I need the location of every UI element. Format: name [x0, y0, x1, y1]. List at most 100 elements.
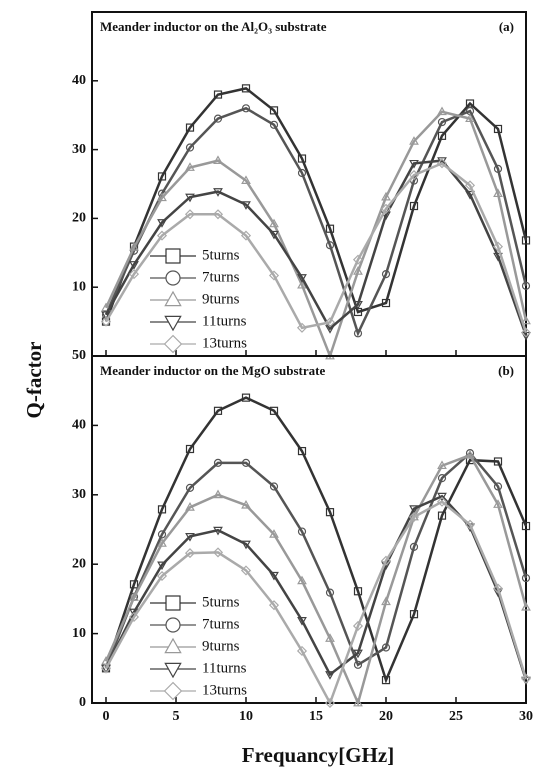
data-point — [241, 175, 251, 184]
data-point — [240, 230, 252, 241]
data-point — [325, 588, 335, 597]
data-point — [297, 279, 307, 289]
series-line — [104, 159, 528, 336]
data-point — [408, 511, 420, 523]
data-point — [185, 123, 195, 132]
data-point — [296, 322, 308, 333]
data-point — [157, 192, 167, 202]
data-point — [464, 180, 476, 191]
data-point — [437, 106, 447, 116]
legend-marker — [164, 637, 182, 654]
data-point — [101, 302, 111, 312]
y-tick-label: 0 — [79, 695, 86, 710]
y-tick-label: 10 — [72, 626, 86, 641]
data-point — [325, 508, 335, 517]
data-point — [129, 242, 139, 251]
legend-label: 5turns — [202, 247, 240, 263]
data-point — [297, 575, 307, 585]
data-point — [465, 113, 475, 123]
data-point — [520, 327, 532, 338]
data-point — [409, 201, 419, 211]
y-tick-label: 30 — [72, 487, 86, 502]
data-point — [493, 188, 503, 198]
legend-marker — [165, 595, 181, 611]
data-point — [520, 673, 532, 684]
x-tick-label: 5 — [173, 709, 180, 724]
data-point — [297, 154, 307, 163]
data-point — [521, 315, 531, 325]
data-point — [185, 483, 195, 492]
data-point — [212, 547, 224, 558]
data-point — [521, 236, 531, 245]
data-point — [324, 317, 336, 328]
data-point — [185, 502, 195, 511]
panel-label: (b) — [498, 363, 514, 378]
data-point — [297, 527, 307, 536]
data-point — [353, 301, 363, 310]
panel-label: (a) — [499, 19, 514, 34]
data-point — [409, 542, 419, 551]
data-point — [184, 548, 196, 559]
y-tick-label: 10 — [72, 279, 86, 294]
data-point — [353, 697, 363, 707]
legend-label: 11turns — [202, 313, 247, 329]
data-point — [156, 230, 168, 241]
series-line — [104, 451, 528, 669]
data-point — [101, 311, 111, 320]
series-line — [104, 110, 528, 360]
data-point — [464, 519, 476, 530]
data-point — [269, 571, 279, 581]
data-point — [381, 675, 391, 685]
legend-marker — [165, 617, 181, 633]
data-point — [100, 663, 112, 674]
data-point — [128, 611, 140, 622]
data-point — [185, 143, 195, 152]
data-point — [269, 106, 279, 115]
data-point — [185, 193, 195, 203]
data-point — [380, 203, 392, 214]
data-point — [408, 170, 420, 181]
data-point — [269, 230, 279, 240]
series-line — [104, 161, 528, 333]
data-point — [353, 266, 363, 275]
data-point — [129, 261, 139, 270]
y-tick-label: 40 — [72, 418, 86, 433]
data-point — [268, 270, 280, 281]
data-point — [213, 188, 223, 197]
data-point — [213, 526, 223, 536]
data-point — [241, 499, 251, 509]
data-point — [213, 114, 223, 123]
x-axis-label: Frequancy[GHz] — [242, 743, 394, 767]
data-point — [128, 269, 140, 280]
data-point — [409, 610, 419, 619]
data-point — [325, 224, 335, 233]
data-point — [325, 241, 335, 250]
data-point — [437, 131, 447, 140]
legend-label: 5turns — [202, 594, 240, 610]
legend-label: 9turns — [202, 291, 240, 307]
data-point — [213, 458, 223, 467]
data-point — [212, 209, 224, 220]
data-point — [325, 633, 335, 642]
data-point — [241, 393, 251, 402]
legend-label: 13turns — [202, 682, 247, 698]
y-tick-label: 50 — [72, 348, 86, 363]
data-point — [297, 274, 307, 283]
data-point — [269, 406, 279, 415]
data-point — [521, 281, 531, 290]
data-point — [493, 252, 503, 262]
y-axis-label: Q-factor — [22, 342, 46, 419]
data-point — [269, 529, 279, 538]
data-point — [185, 533, 195, 542]
data-point — [521, 573, 531, 583]
data-point — [297, 617, 307, 626]
series-line — [104, 494, 528, 681]
data-point — [269, 482, 279, 491]
data-point — [381, 596, 391, 606]
data-point — [269, 120, 279, 129]
series-line — [104, 453, 528, 707]
data-point — [213, 489, 223, 499]
legend-marker — [164, 315, 182, 332]
legend-label: 7turns — [202, 616, 240, 632]
